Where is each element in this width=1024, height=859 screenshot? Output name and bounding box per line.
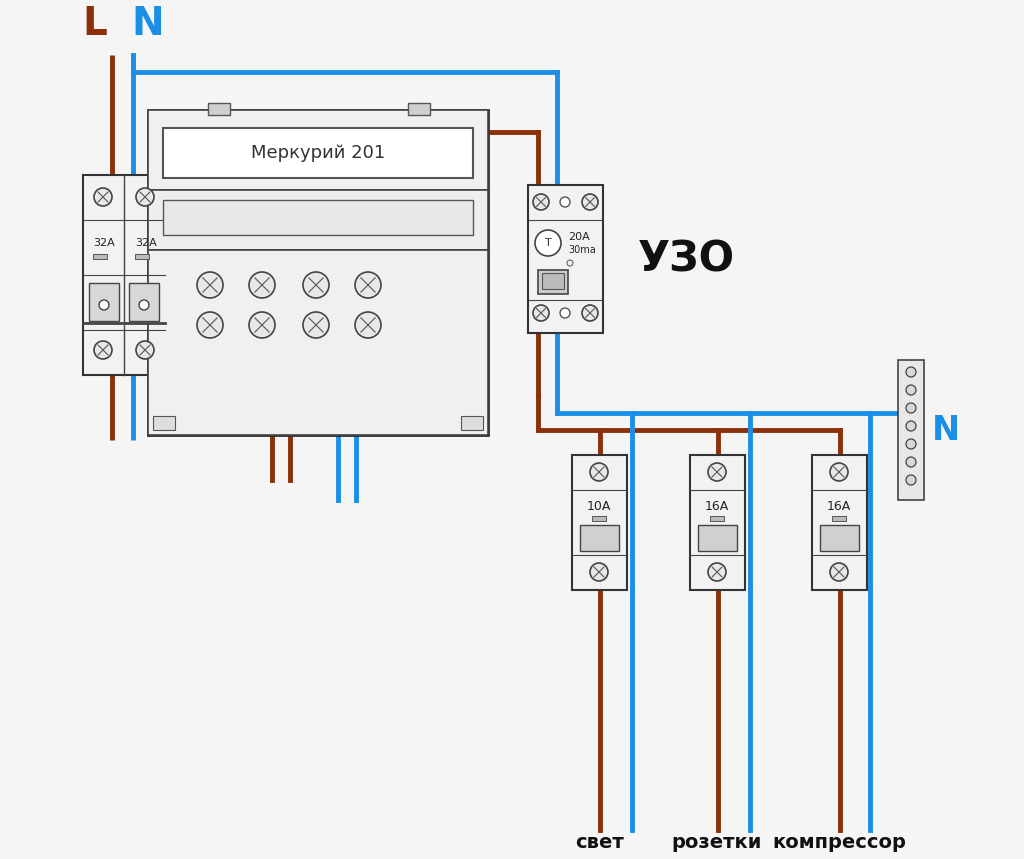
Bar — [812, 455, 867, 590]
Text: L: L — [83, 5, 108, 43]
Bar — [820, 525, 859, 551]
Bar — [572, 455, 627, 590]
Bar — [93, 254, 106, 259]
Circle shape — [535, 230, 561, 256]
Bar — [135, 254, 150, 259]
Circle shape — [197, 312, 223, 338]
Bar — [698, 525, 737, 551]
Circle shape — [355, 272, 381, 298]
Text: 32A: 32A — [93, 238, 115, 248]
Circle shape — [590, 563, 608, 581]
Bar — [580, 525, 618, 551]
Circle shape — [906, 475, 916, 485]
Circle shape — [99, 300, 109, 310]
Circle shape — [906, 421, 916, 431]
Text: свет: свет — [574, 833, 624, 852]
Text: 16A: 16A — [705, 501, 729, 514]
Bar — [528, 185, 603, 333]
Circle shape — [303, 312, 329, 338]
Circle shape — [582, 305, 598, 321]
Text: 20A: 20A — [568, 232, 590, 242]
Bar — [148, 190, 488, 250]
Bar — [129, 283, 159, 321]
Bar — [690, 455, 745, 590]
Circle shape — [830, 463, 848, 481]
Bar — [83, 175, 165, 375]
Text: 32A: 32A — [135, 238, 157, 248]
Circle shape — [582, 194, 598, 210]
Circle shape — [567, 260, 573, 266]
Circle shape — [303, 272, 329, 298]
Text: розетки: розетки — [672, 833, 762, 852]
Circle shape — [249, 272, 275, 298]
Circle shape — [906, 385, 916, 395]
Circle shape — [355, 312, 381, 338]
Bar — [163, 200, 473, 235]
Text: 30ma: 30ma — [568, 245, 596, 255]
Circle shape — [906, 457, 916, 467]
Circle shape — [590, 463, 608, 481]
Text: УЗО: УЗО — [638, 239, 735, 281]
Bar — [461, 416, 483, 430]
Text: N: N — [932, 413, 961, 447]
Circle shape — [136, 341, 154, 359]
Bar — [148, 110, 488, 435]
Bar — [710, 516, 724, 521]
Text: Меркурий 201: Меркурий 201 — [251, 144, 385, 162]
Text: компрессор: компрессор — [772, 833, 906, 852]
Text: 16A: 16A — [826, 501, 851, 514]
Circle shape — [560, 308, 570, 318]
Bar — [89, 283, 119, 321]
Text: T: T — [545, 238, 551, 248]
Text: 10A: 10A — [587, 501, 611, 514]
Bar — [542, 273, 564, 289]
Circle shape — [560, 197, 570, 207]
Circle shape — [906, 439, 916, 449]
Circle shape — [906, 367, 916, 377]
Circle shape — [249, 312, 275, 338]
Circle shape — [830, 563, 848, 581]
Circle shape — [94, 341, 112, 359]
Bar — [163, 128, 473, 178]
Circle shape — [139, 300, 150, 310]
Text: N: N — [132, 5, 164, 43]
Circle shape — [136, 188, 154, 206]
Circle shape — [534, 194, 549, 210]
Bar — [148, 250, 488, 435]
Bar — [153, 416, 175, 430]
Bar — [898, 360, 924, 500]
Circle shape — [708, 463, 726, 481]
Circle shape — [197, 272, 223, 298]
Circle shape — [906, 403, 916, 413]
Bar — [831, 516, 846, 521]
Circle shape — [534, 305, 549, 321]
Bar — [208, 103, 230, 115]
Circle shape — [708, 563, 726, 581]
Bar — [408, 103, 430, 115]
Bar — [592, 516, 606, 521]
Bar — [148, 110, 488, 190]
Bar — [538, 270, 568, 294]
Circle shape — [94, 188, 112, 206]
